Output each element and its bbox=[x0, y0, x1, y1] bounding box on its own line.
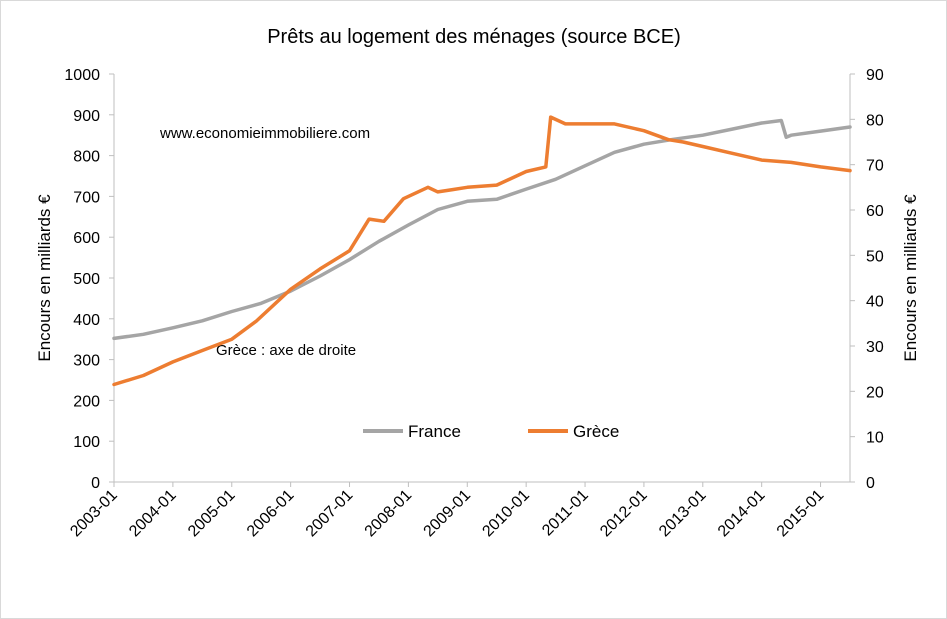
right-tick-label: 50 bbox=[866, 248, 884, 265]
right-tick-label: 40 bbox=[866, 294, 884, 311]
right-tick-label: 60 bbox=[866, 203, 884, 220]
x-tick-label: 2015-01 bbox=[774, 487, 828, 541]
right-tick-label: 30 bbox=[866, 339, 884, 356]
right-tick-label: 20 bbox=[866, 384, 884, 401]
left-tick-label: 200 bbox=[73, 393, 100, 410]
x-tick-label: 2013-01 bbox=[656, 487, 710, 541]
left-tick-label: 900 bbox=[73, 108, 100, 125]
left-tick-label: 600 bbox=[73, 230, 100, 247]
x-tick-label: 2014-01 bbox=[715, 487, 769, 541]
x-tick-label: 2006-01 bbox=[244, 487, 298, 541]
series-group bbox=[112, 115, 852, 387]
x-tick-label: 2012-01 bbox=[597, 487, 651, 541]
x-tick-label: 2009-01 bbox=[421, 487, 475, 541]
x-tick-label: 2010-01 bbox=[479, 487, 533, 541]
legend: France Grèce bbox=[363, 422, 619, 441]
right-axis-label: Encours en milliards € bbox=[901, 194, 920, 362]
right-tick-label: 80 bbox=[866, 112, 884, 129]
left-tick-label: 800 bbox=[73, 149, 100, 166]
x-tick-label: 2007-01 bbox=[303, 487, 357, 541]
left-tick-label: 0 bbox=[91, 475, 100, 492]
x-tick-label: 2004-01 bbox=[126, 487, 180, 541]
greece-axis-note: Grèce : axe de droite bbox=[216, 342, 356, 359]
left-tick-label: 400 bbox=[73, 312, 100, 329]
left-tick-label: 1000 bbox=[64, 67, 100, 84]
left-tick-label: 700 bbox=[73, 189, 100, 206]
right-tick-label: 0 bbox=[866, 475, 875, 492]
left-tick-label: 500 bbox=[73, 271, 100, 288]
right-tick-label: 90 bbox=[866, 67, 884, 84]
x-tick-label: 2011-01 bbox=[539, 487, 592, 540]
x-tick-label: 2003-01 bbox=[67, 487, 121, 541]
x-tick-label: 2008-01 bbox=[362, 487, 416, 541]
legend-label-grece: Grèce bbox=[573, 422, 619, 441]
series-line-grece bbox=[112, 115, 852, 387]
left-axis-label: Encours en milliards € bbox=[35, 194, 54, 362]
left-tick-label: 300 bbox=[73, 353, 100, 370]
legend-label-france: France bbox=[408, 422, 461, 441]
series-line-france bbox=[112, 118, 852, 341]
left-tick-label: 100 bbox=[73, 434, 100, 451]
right-tick-label: 70 bbox=[866, 158, 884, 175]
x-tick-label: 2005-01 bbox=[185, 487, 239, 541]
chart-title: Prêts au logement des ménages (source BC… bbox=[267, 26, 681, 48]
right-tick-label: 10 bbox=[866, 430, 884, 447]
website-annotation: www.economieimmobiliere.com bbox=[159, 125, 370, 142]
